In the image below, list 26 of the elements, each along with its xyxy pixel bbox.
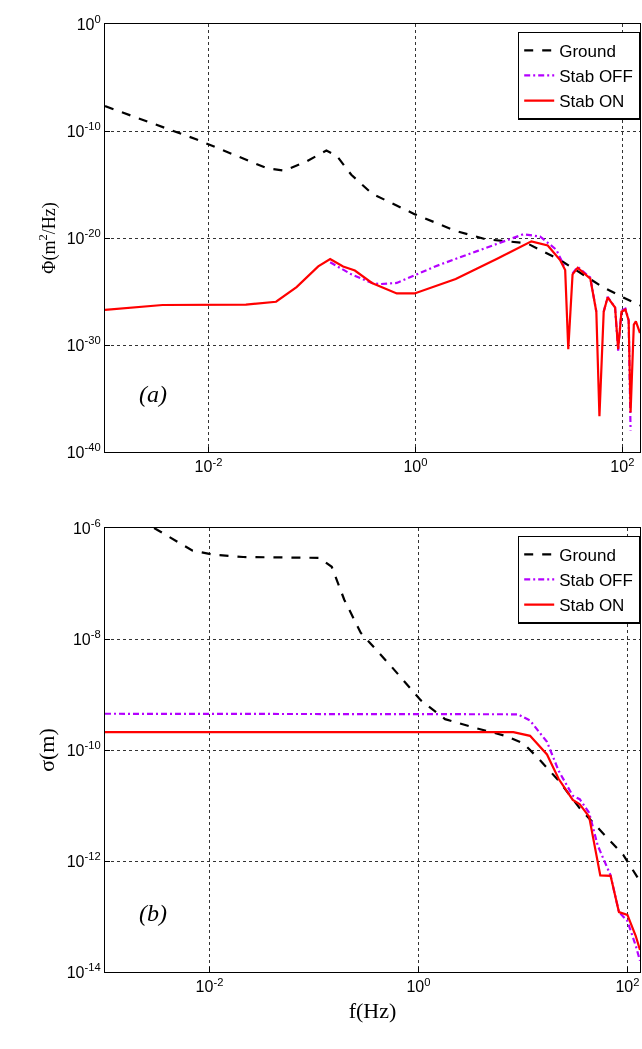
x-tick-label: 10$^{2}$ [610, 455, 635, 476]
x-tick-label: 10$^{2}$ [615, 975, 640, 996]
x-tick-label: 10$^{-2}$ [195, 975, 224, 996]
annotation: (b) [139, 900, 167, 926]
y-tick-label: 10$^{-8}$ [72, 627, 101, 648]
y-axis-title: σ(m) [33, 728, 59, 772]
y-tick-label: 10$^{-10}$ [66, 119, 101, 140]
x-tick-label: 10$^{0}$ [406, 975, 431, 996]
y-tick-label: 10$^{-12}$ [66, 849, 101, 870]
legend-label: Stab ON [559, 596, 625, 616]
x-axis-title: f(Hz) [348, 998, 397, 1024]
y-tick-label: 10$^{-10}$ [66, 738, 101, 759]
y-tick-label: 10$^{0}$ [76, 12, 101, 33]
legend-label: Ground [559, 41, 616, 61]
y-tick-label: 10$^{-6}$ [72, 516, 101, 537]
y-tick-label: 10$^{-30}$ [66, 333, 101, 354]
y-tick-label: 10$^{-14}$ [66, 960, 101, 981]
x-tick-label: 10$^{-2}$ [194, 455, 223, 476]
legend-label: Ground [559, 545, 616, 565]
legend-label: Stab OFF [559, 571, 633, 591]
legend-label: Stab ON [559, 92, 625, 112]
legend-label: Stab OFF [559, 67, 633, 87]
annotation: (a) [139, 381, 167, 407]
y-tick-label: 10$^{-20}$ [66, 226, 101, 247]
x-tick-label: 10$^{0}$ [403, 455, 428, 476]
y-tick-label: 10$^{-40}$ [66, 440, 101, 461]
